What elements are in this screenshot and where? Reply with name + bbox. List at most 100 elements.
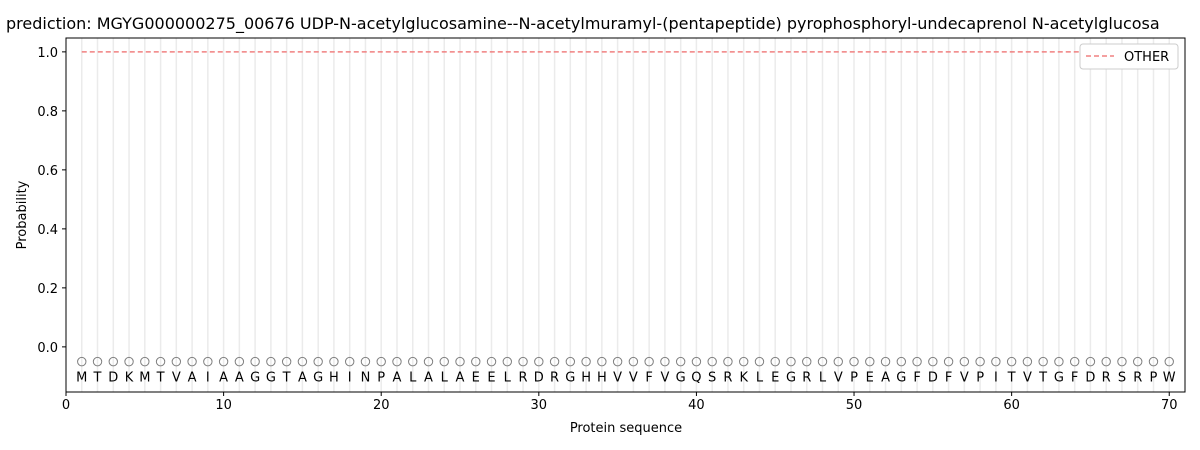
residue-marker (218, 356, 229, 367)
ticks: 0 10 20 30 40 50 60 70 0.0 0.2 0.4 0.6 0.8 1.0 (37, 46, 1177, 413)
x-tick-label: 70 (1161, 398, 1178, 413)
residue-label: H (581, 370, 591, 385)
legend-box (1079, 43, 1179, 70)
residue-label: I (206, 370, 210, 385)
residue-label: M (139, 370, 150, 385)
y-axis-label: Probability (15, 180, 30, 249)
residue-label: H (329, 370, 339, 385)
residue-marker (124, 356, 134, 367)
residue-marker (1133, 356, 1143, 367)
legend: OTHER (1079, 43, 1179, 70)
residue-marker (802, 356, 812, 367)
residue-label: P (976, 370, 984, 385)
y-tick-label: 0.4 (37, 223, 58, 238)
residue-label: K (739, 370, 748, 385)
residue-label: R (1133, 370, 1142, 385)
residue-label: S (1118, 370, 1126, 385)
residue-label: V (613, 370, 622, 385)
residue-marker (502, 356, 512, 367)
residue-marker (943, 356, 954, 367)
residue-label: A (424, 370, 433, 385)
residue-label: L (409, 370, 417, 385)
residue-label: P (1150, 370, 1158, 385)
residue-label: A (188, 370, 197, 385)
residue-label: E (487, 370, 495, 385)
residue-marker (1022, 356, 1033, 367)
residue-label: D (1085, 370, 1095, 385)
residue-label: L (504, 370, 512, 385)
residue-marker (187, 356, 197, 367)
residue-marker (534, 356, 544, 367)
residue-marker (140, 356, 150, 367)
x-tick-label: 0 (62, 398, 70, 413)
residue-label: G (266, 370, 276, 385)
residue-label: T (93, 370, 102, 385)
chart-title: prediction: MGYG000000275_00676 UDP-N-ac… (6, 14, 1160, 34)
residue-marker (833, 356, 843, 367)
residue-marker (408, 356, 418, 367)
residue-marker (486, 356, 497, 367)
residue-marker (865, 356, 875, 367)
residue-label: R (1102, 370, 1111, 385)
residue-marker (455, 356, 465, 367)
residue-label: G (786, 370, 796, 385)
residue-marker (250, 356, 260, 367)
residue-label: P (377, 370, 385, 385)
residue-marker (108, 356, 118, 367)
residue-marker (313, 356, 323, 367)
y-tick-label: 0.2 (37, 282, 58, 297)
residue-marker (297, 356, 308, 367)
residue-label: D (108, 370, 118, 385)
residue-marker (518, 356, 528, 367)
residue-label: L (819, 370, 827, 385)
residue-label: F (1071, 370, 1078, 385)
residue-marker (644, 356, 654, 367)
residue-label: G (250, 370, 260, 385)
x-tick-label: 60 (1003, 398, 1020, 413)
residue-label: T (1007, 370, 1016, 385)
residue-label: G (896, 370, 906, 385)
grid (81, 38, 1170, 392)
residue-marker (1038, 356, 1048, 367)
residue-label: D (534, 370, 544, 385)
x-tick-label: 30 (531, 398, 548, 413)
axes-frame (65, 37, 1186, 393)
residue-label: W (1163, 370, 1176, 385)
residue-marker (92, 356, 103, 367)
residue-label: T (282, 370, 291, 385)
residue-marker (1054, 356, 1064, 367)
residue-marker (660, 356, 670, 367)
residue-marker (1117, 356, 1127, 367)
residue-marker (912, 356, 922, 367)
residue-label: A (235, 370, 244, 385)
residue-label: R (723, 370, 732, 385)
residue-marker (691, 356, 702, 367)
residue-marker (1069, 356, 1080, 367)
residue-marker (581, 356, 591, 367)
residue-label: R (519, 370, 528, 385)
residue-label: T (1038, 370, 1047, 385)
residue-label: P (850, 370, 858, 385)
residue-label: S (708, 370, 716, 385)
residue-marker (1085, 356, 1096, 367)
residue-label: E (472, 370, 480, 385)
residue-label: V (960, 370, 969, 385)
residue-marker (849, 356, 859, 367)
residue-marker (392, 356, 402, 367)
residue-label: H (597, 370, 607, 385)
residue-marker (1101, 356, 1111, 367)
residue-label: I (994, 370, 998, 385)
residue-marker (360, 356, 371, 367)
residue-marker (203, 356, 213, 367)
x-axis-label: Protein sequence (570, 421, 682, 436)
residue-marker (376, 356, 386, 367)
x-tick-label: 50 (846, 398, 863, 413)
residue-marker (754, 356, 765, 367)
residue-marker (612, 356, 623, 367)
residue-label: K (125, 370, 134, 385)
residue-label: V (834, 370, 843, 385)
residue-label: G (565, 370, 575, 385)
residue-label: R (550, 370, 559, 385)
residue-label: I (348, 370, 352, 385)
residue-marker (234, 356, 245, 367)
